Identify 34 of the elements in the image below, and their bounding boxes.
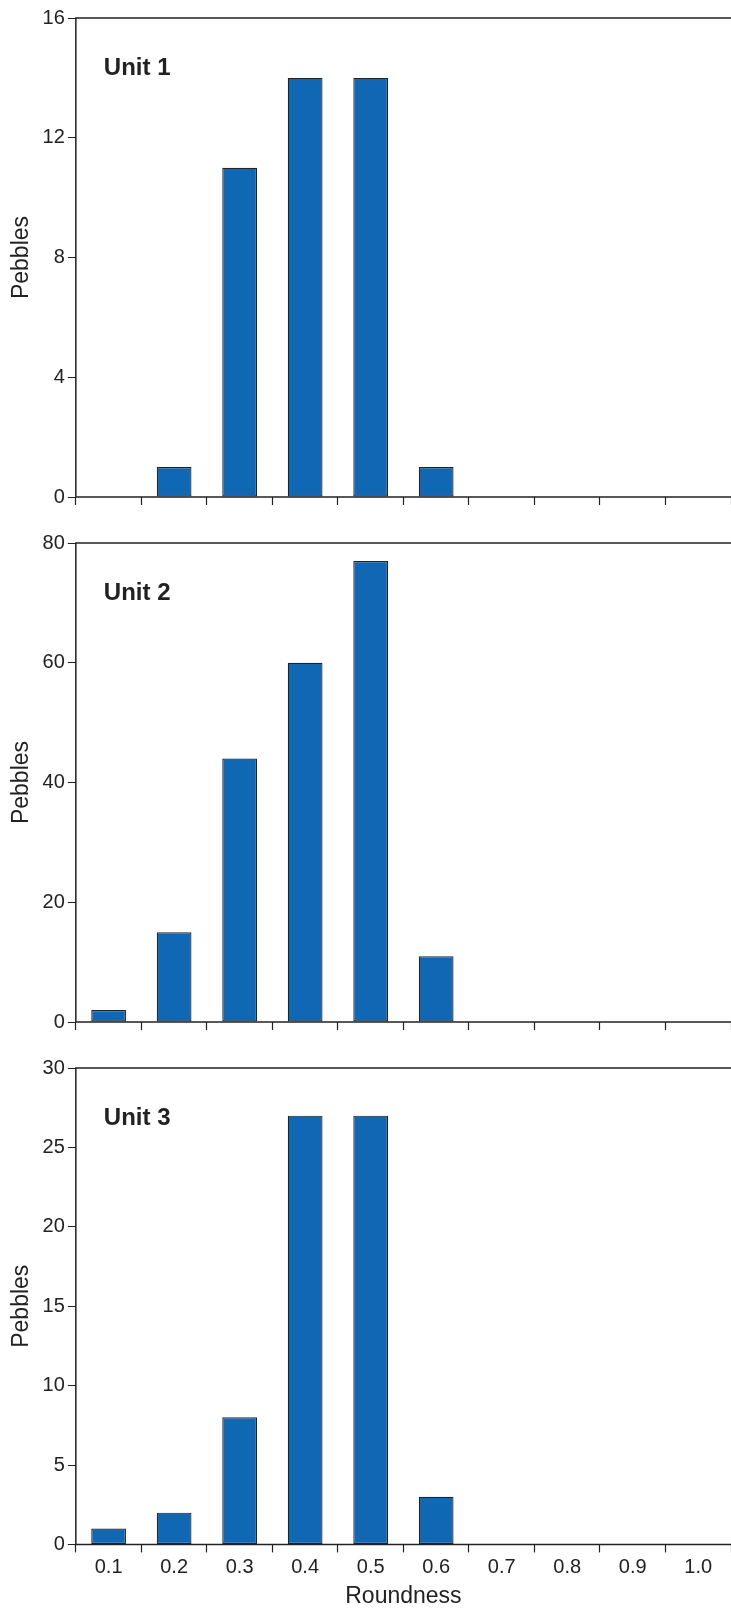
y-tick-label: 12 <box>42 125 65 148</box>
y-tick-label: 60 <box>42 650 65 673</box>
y-tick-label: 0 <box>53 484 65 507</box>
y-tick-label: 25 <box>42 1134 65 1157</box>
y-tick-label: 8 <box>53 245 65 268</box>
y-tick-label: 80 <box>42 530 65 553</box>
x-tick-label: 1.0 <box>684 1554 713 1577</box>
y-axis-title: Pebbles <box>7 215 34 300</box>
y-tick-label: 0 <box>53 1009 65 1032</box>
annotation: Unit 1 <box>103 52 171 80</box>
y-axis-title: Pebbles <box>7 740 34 825</box>
x-tick-label: 0.2 <box>160 1554 189 1577</box>
y-tick-label: 30 <box>42 1055 65 1078</box>
x-tick-label: 0.9 <box>618 1554 647 1577</box>
x-tick-label: 0.1 <box>94 1554 123 1577</box>
x-tick-label: 0.7 <box>487 1554 516 1577</box>
y-tick-label: 15 <box>42 1293 65 1316</box>
x-axis-title: Roundness <box>345 1581 462 1608</box>
y-tick-label: 0 <box>53 1531 65 1554</box>
x-tick-label: 0.3 <box>225 1554 254 1577</box>
x-tick-label: 0.5 <box>356 1554 385 1577</box>
y-tick-label: 4 <box>53 364 65 387</box>
y-axis-title: Pebbles <box>7 1264 34 1348</box>
annotation: Unit 2 <box>103 577 171 605</box>
annotation: Unit 3 <box>103 1102 171 1130</box>
x-tick-label: 0.4 <box>291 1554 320 1577</box>
y-tick-label: 10 <box>42 1373 65 1396</box>
x-tick-label: 0.8 <box>553 1554 582 1577</box>
y-tick-label: 40 <box>42 770 65 793</box>
y-tick-label: 20 <box>42 889 65 912</box>
y-tick-label: 20 <box>42 1214 65 1237</box>
y-tick-label: 5 <box>53 1452 65 1475</box>
y-tick-label: 16 <box>42 5 65 28</box>
x-tick-label: 0.6 <box>422 1554 451 1577</box>
